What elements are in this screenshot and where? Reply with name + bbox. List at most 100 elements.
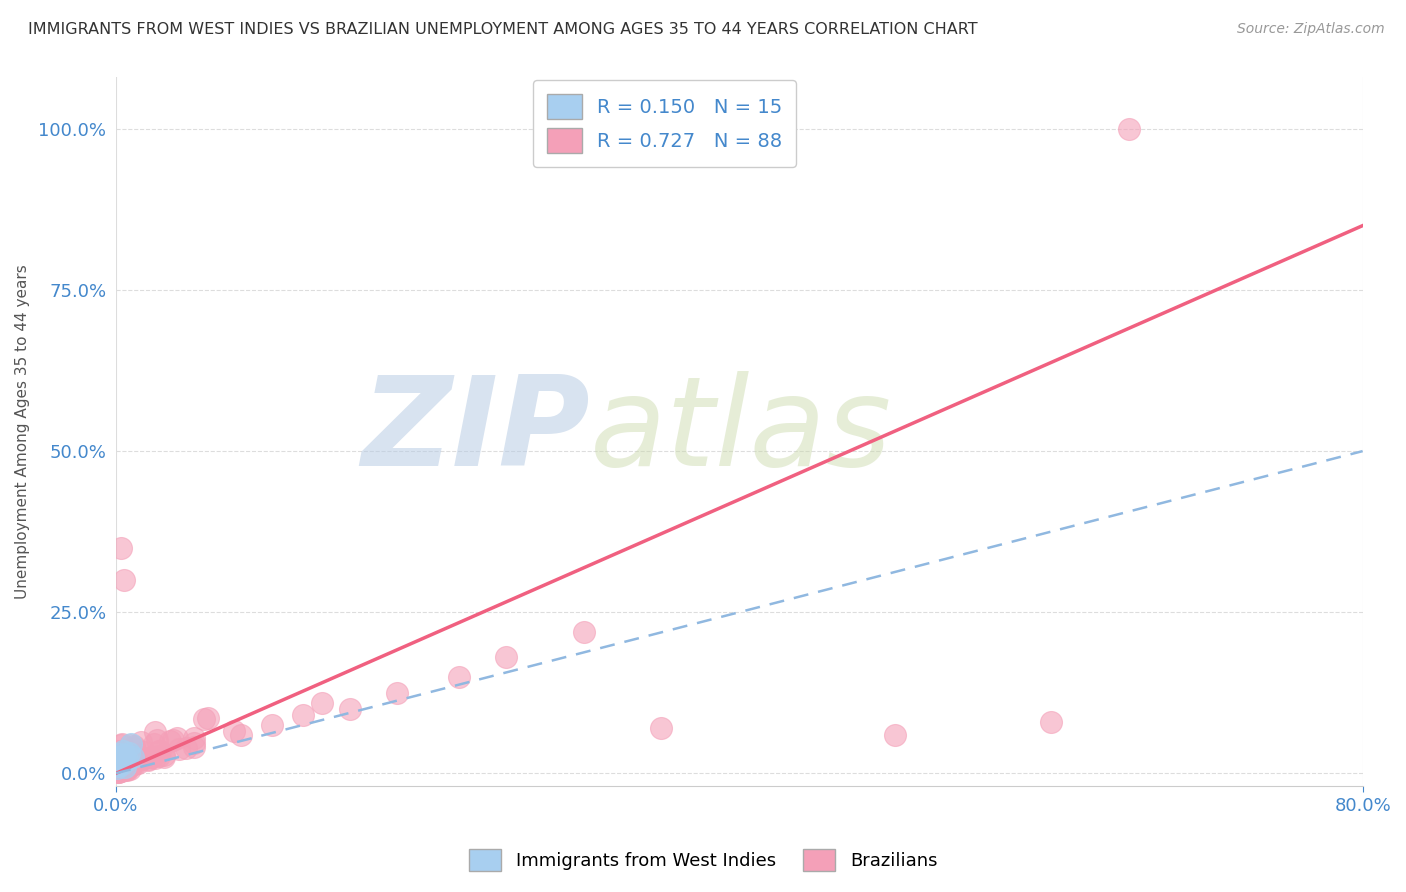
Point bbox=[105, 762, 128, 776]
Point bbox=[127, 756, 149, 770]
Point bbox=[650, 721, 672, 735]
Point bbox=[110, 738, 132, 752]
Point bbox=[183, 731, 205, 745]
Point bbox=[146, 733, 169, 747]
Point bbox=[129, 751, 152, 765]
Point bbox=[222, 724, 245, 739]
Point bbox=[120, 752, 142, 766]
Point bbox=[114, 763, 136, 777]
Legend: Immigrants from West Indies, Brazilians: Immigrants from West Indies, Brazilians bbox=[461, 842, 945, 879]
Text: ZIP: ZIP bbox=[361, 371, 589, 492]
Point bbox=[153, 747, 176, 762]
Point bbox=[111, 737, 134, 751]
Point bbox=[183, 736, 205, 750]
Point bbox=[110, 756, 132, 771]
Text: IMMIGRANTS FROM WEST INDIES VS BRAZILIAN UNEMPLOYMENT AMONG AGES 35 TO 44 YEARS : IMMIGRANTS FROM WEST INDIES VS BRAZILIAN… bbox=[28, 22, 977, 37]
Point bbox=[311, 696, 333, 710]
Point bbox=[108, 747, 131, 761]
Point bbox=[122, 756, 145, 770]
Point bbox=[385, 686, 408, 700]
Legend: R = 0.150   N = 15, R = 0.727   N = 88: R = 0.150 N = 15, R = 0.727 N = 88 bbox=[533, 80, 796, 167]
Point bbox=[124, 756, 146, 771]
Point bbox=[159, 734, 181, 748]
Point bbox=[107, 752, 129, 766]
Point bbox=[167, 742, 190, 756]
Point bbox=[117, 761, 139, 775]
Point bbox=[110, 764, 132, 779]
Point bbox=[120, 737, 142, 751]
Point bbox=[105, 756, 128, 771]
Point bbox=[112, 573, 135, 587]
Point bbox=[197, 711, 219, 725]
Point bbox=[132, 745, 155, 759]
Point bbox=[124, 741, 146, 756]
Point bbox=[121, 756, 143, 770]
Point bbox=[122, 748, 145, 763]
Point bbox=[120, 739, 142, 753]
Point bbox=[162, 732, 184, 747]
Point bbox=[136, 752, 159, 766]
Point bbox=[148, 749, 170, 764]
Point bbox=[122, 751, 145, 765]
Point bbox=[107, 758, 129, 772]
Point bbox=[108, 748, 131, 763]
Point bbox=[115, 753, 138, 767]
Point bbox=[114, 757, 136, 772]
Point bbox=[1118, 122, 1140, 136]
Point bbox=[143, 751, 166, 765]
Point bbox=[115, 762, 138, 776]
Point bbox=[110, 758, 132, 772]
Point bbox=[884, 728, 907, 742]
Point bbox=[115, 761, 138, 775]
Point bbox=[115, 763, 138, 777]
Point bbox=[122, 750, 145, 764]
Point bbox=[114, 751, 136, 765]
Point bbox=[117, 746, 139, 760]
Point bbox=[111, 744, 134, 758]
Point bbox=[174, 741, 197, 756]
Point bbox=[339, 702, 361, 716]
Point bbox=[122, 756, 145, 770]
Point bbox=[117, 759, 139, 773]
Point bbox=[117, 757, 139, 772]
Point bbox=[105, 761, 128, 775]
Text: Source: ZipAtlas.com: Source: ZipAtlas.com bbox=[1237, 22, 1385, 37]
Point bbox=[193, 712, 215, 726]
Point bbox=[141, 749, 163, 764]
Point bbox=[120, 756, 142, 770]
Point bbox=[292, 708, 315, 723]
Y-axis label: Unemployment Among Ages 35 to 44 years: Unemployment Among Ages 35 to 44 years bbox=[15, 264, 30, 599]
Point bbox=[1039, 714, 1062, 729]
Text: atlas: atlas bbox=[589, 371, 891, 492]
Point bbox=[107, 764, 129, 779]
Point bbox=[107, 750, 129, 764]
Point bbox=[107, 744, 129, 758]
Point bbox=[166, 731, 188, 745]
Point bbox=[111, 761, 134, 775]
Point bbox=[124, 753, 146, 767]
Point bbox=[117, 755, 139, 769]
Point bbox=[229, 728, 252, 742]
Point bbox=[129, 750, 152, 764]
Point bbox=[110, 764, 132, 778]
Point bbox=[118, 762, 141, 776]
Point bbox=[148, 744, 170, 758]
Point bbox=[572, 624, 595, 639]
Point bbox=[114, 760, 136, 774]
Point bbox=[149, 744, 172, 758]
Point bbox=[124, 739, 146, 753]
Point bbox=[495, 650, 517, 665]
Point bbox=[107, 764, 129, 779]
Point bbox=[112, 748, 135, 763]
Point bbox=[117, 749, 139, 764]
Point bbox=[110, 756, 132, 771]
Point bbox=[115, 760, 138, 774]
Point bbox=[152, 750, 174, 764]
Point bbox=[114, 760, 136, 774]
Point bbox=[143, 724, 166, 739]
Point bbox=[108, 762, 131, 776]
Point bbox=[129, 735, 152, 749]
Point bbox=[132, 751, 155, 765]
Point bbox=[136, 752, 159, 766]
Point bbox=[110, 541, 132, 555]
